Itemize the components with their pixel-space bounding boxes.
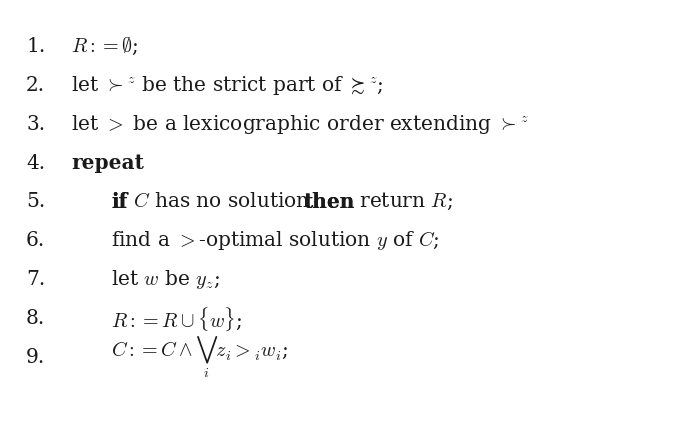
Text: let $w$ be $y_z$;: let $w$ be $y_z$; bbox=[111, 268, 221, 291]
Text: then: then bbox=[303, 192, 354, 212]
Text: $R := \emptyset$;: $R := \emptyset$; bbox=[71, 36, 138, 57]
Text: 8.: 8. bbox=[26, 309, 45, 328]
Text: let $>$ be a lexicographic order extending $\succ^z$: let $>$ be a lexicographic order extendi… bbox=[71, 113, 529, 135]
Text: $C := C \wedge \bigvee_i z_i >_i w_i$;: $C := C \wedge \bigvee_i z_i >_i w_i$; bbox=[111, 335, 289, 380]
Text: if: if bbox=[111, 192, 127, 212]
Text: find a $>$-optimal solution $y$ of $C$;: find a $>$-optimal solution $y$ of $C$; bbox=[111, 229, 440, 252]
Text: 1.: 1. bbox=[26, 37, 45, 56]
Text: 5.: 5. bbox=[26, 192, 45, 211]
Text: let $\succ^z$ be the strict part of $\succsim^z$;: let $\succ^z$ be the strict part of $\su… bbox=[71, 74, 384, 97]
Text: 6.: 6. bbox=[26, 231, 45, 250]
Text: return $R$;: return $R$; bbox=[352, 191, 453, 212]
Text: 3.: 3. bbox=[26, 115, 45, 134]
Text: 2.: 2. bbox=[26, 76, 45, 95]
Text: 9.: 9. bbox=[26, 348, 45, 367]
Text: 4.: 4. bbox=[26, 154, 45, 173]
Text: repeat: repeat bbox=[71, 153, 144, 173]
Text: $C$ has no solution: $C$ has no solution bbox=[127, 192, 310, 211]
Text: then: then bbox=[303, 192, 354, 212]
Text: 7.: 7. bbox=[26, 270, 45, 289]
Text: $R := R \cup \{w\}$;: $R := R \cup \{w\}$; bbox=[111, 305, 243, 333]
Text: if: if bbox=[111, 192, 127, 212]
